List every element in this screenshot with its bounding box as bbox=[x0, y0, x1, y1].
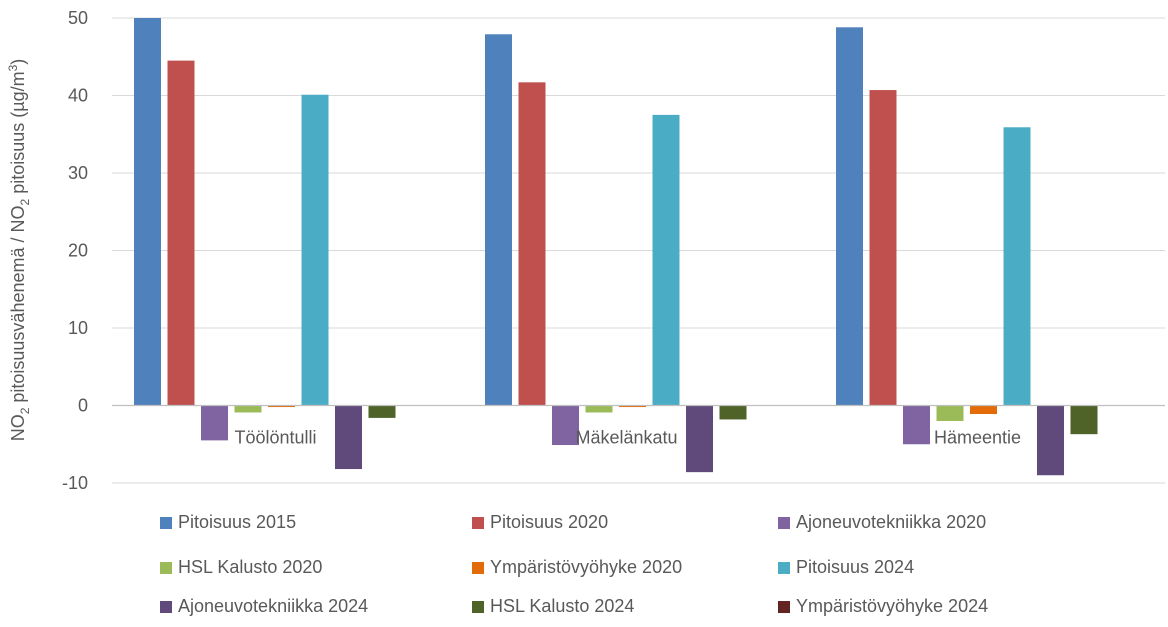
legend-swatch bbox=[160, 601, 172, 613]
legend-swatch bbox=[778, 562, 790, 574]
legend-swatch bbox=[778, 517, 790, 529]
bar bbox=[869, 90, 897, 406]
bar bbox=[619, 405, 646, 408]
bar bbox=[1003, 127, 1031, 406]
y-tick-label: 30 bbox=[68, 163, 88, 183]
legend-label: HSL Kalusto 2024 bbox=[490, 596, 634, 616]
legend-label: Pitoisuus 2020 bbox=[490, 512, 608, 532]
legend-swatch bbox=[160, 562, 172, 574]
bar bbox=[836, 27, 863, 406]
bar bbox=[368, 405, 396, 418]
bar bbox=[970, 405, 997, 415]
bar bbox=[518, 82, 546, 406]
legend-label: Ympäristövyöhyke 2024 bbox=[796, 596, 988, 616]
category-label: Mäkelänkatu bbox=[575, 428, 677, 448]
legend-swatch bbox=[778, 601, 790, 613]
legend-swatch bbox=[472, 562, 484, 574]
legend-label: Ajoneuvotekniikka 2024 bbox=[178, 596, 368, 616]
legend-label: Pitoisuus 2024 bbox=[796, 557, 914, 577]
bar bbox=[585, 405, 613, 413]
legend-label: Pitoisuus 2015 bbox=[178, 512, 296, 532]
y-axis-label: NO2 pitoisuusvähenemä / NO2 pitoisuus (µ… bbox=[6, 59, 32, 442]
y-tick-label: 0 bbox=[78, 396, 88, 416]
bar bbox=[1037, 405, 1064, 476]
gridlines bbox=[112, 17, 1165, 484]
bar bbox=[335, 405, 362, 470]
y-tick-labels: -10 0 10 20 30 40 50 bbox=[62, 8, 88, 493]
y-tick-label: 40 bbox=[68, 86, 88, 106]
legend-label: HSL Kalusto 2020 bbox=[178, 557, 322, 577]
bar bbox=[134, 18, 161, 406]
bar bbox=[936, 405, 964, 421]
bar bbox=[1070, 405, 1098, 435]
bar bbox=[268, 405, 295, 408]
bar bbox=[719, 405, 747, 420]
bar bbox=[201, 405, 228, 441]
y-tick-label: 10 bbox=[68, 318, 88, 338]
y-tick-label: 20 bbox=[68, 241, 88, 261]
bar bbox=[301, 94, 329, 406]
legend-label: Ympäristövyöhyke 2020 bbox=[490, 557, 682, 577]
bar bbox=[652, 114, 680, 406]
bar bbox=[903, 405, 930, 445]
bar bbox=[234, 405, 262, 413]
bar bbox=[167, 60, 195, 406]
y-tick-label: -10 bbox=[62, 473, 88, 493]
y-tick-label: 50 bbox=[68, 8, 88, 28]
legend-swatch bbox=[472, 601, 484, 613]
legend-label: Ajoneuvotekniikka 2020 bbox=[796, 512, 986, 532]
legend-swatch bbox=[160, 517, 172, 529]
bar bbox=[686, 405, 713, 473]
bar bbox=[485, 34, 512, 406]
bar bbox=[552, 405, 579, 446]
bars bbox=[134, 18, 1098, 476]
legend-swatch bbox=[472, 517, 484, 529]
category-labels: Töölöntulli Mäkelänkatu Hämeentie bbox=[234, 428, 1021, 448]
category-label: Hämeentie bbox=[934, 428, 1021, 448]
category-label: Töölöntulli bbox=[234, 428, 316, 448]
legend: Pitoisuus 2015 Pitoisuus 2020 Ajoneuvotekn… bbox=[160, 512, 988, 616]
